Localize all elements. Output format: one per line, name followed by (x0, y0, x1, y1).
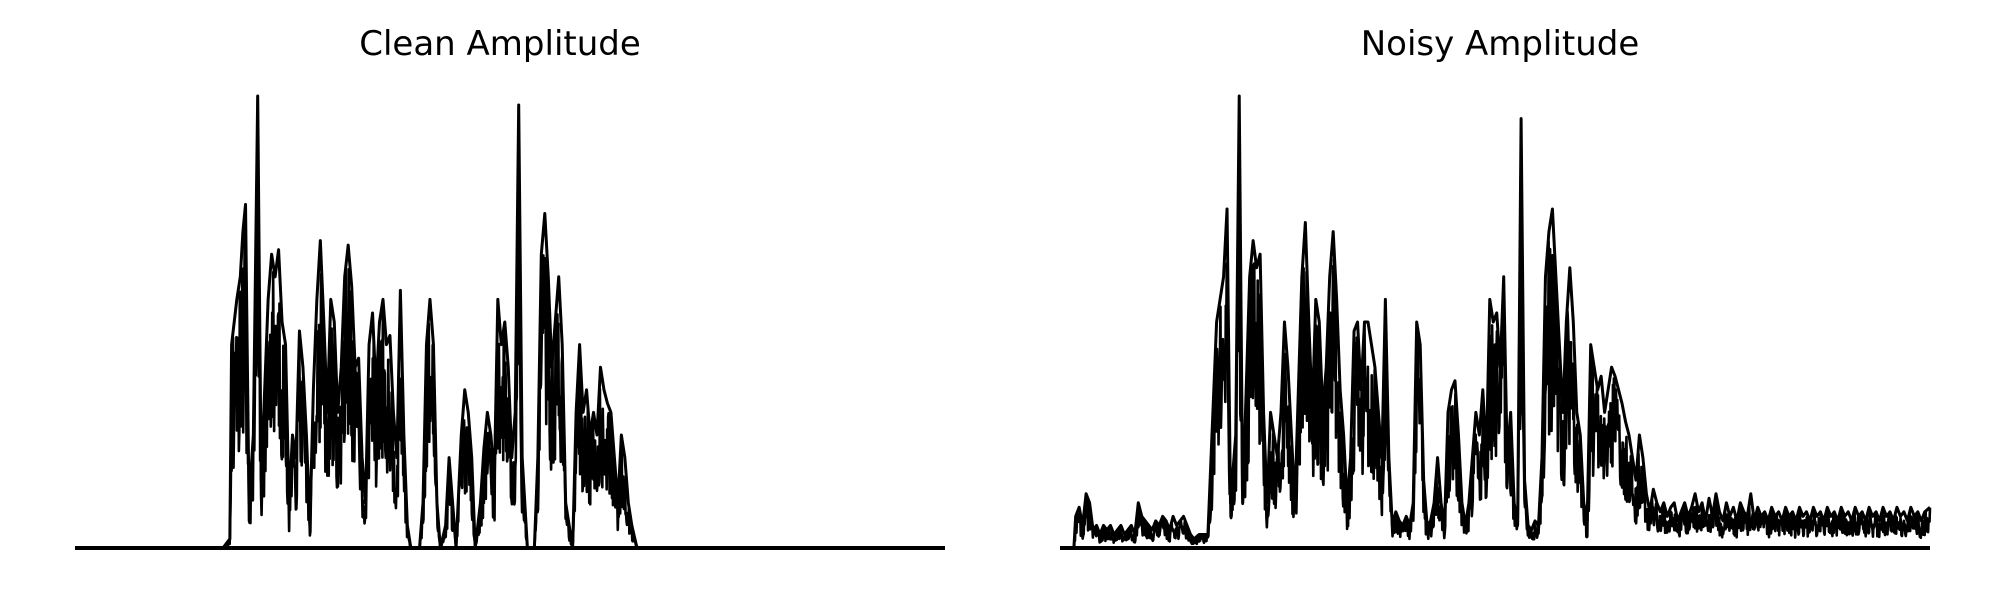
clean-amplitude-panel: Clean Amplitude (74, 24, 946, 550)
amplitude-envelope-line (1060, 94, 1931, 550)
amplitude-envelope-line (75, 94, 945, 550)
chart-title: Clean Amplitude (359, 24, 641, 64)
noisy-amplitude-panel: Noisy Amplitude (1000, 0, 2000, 600)
amplitude-series-line (1059, 175, 1932, 550)
noisy-amplitude-plot (1059, 94, 1932, 550)
chart-title: Noisy Amplitude (1360, 24, 1640, 64)
clean-amplitude-plot (74, 94, 946, 550)
amplitude-series-line (74, 95, 946, 550)
